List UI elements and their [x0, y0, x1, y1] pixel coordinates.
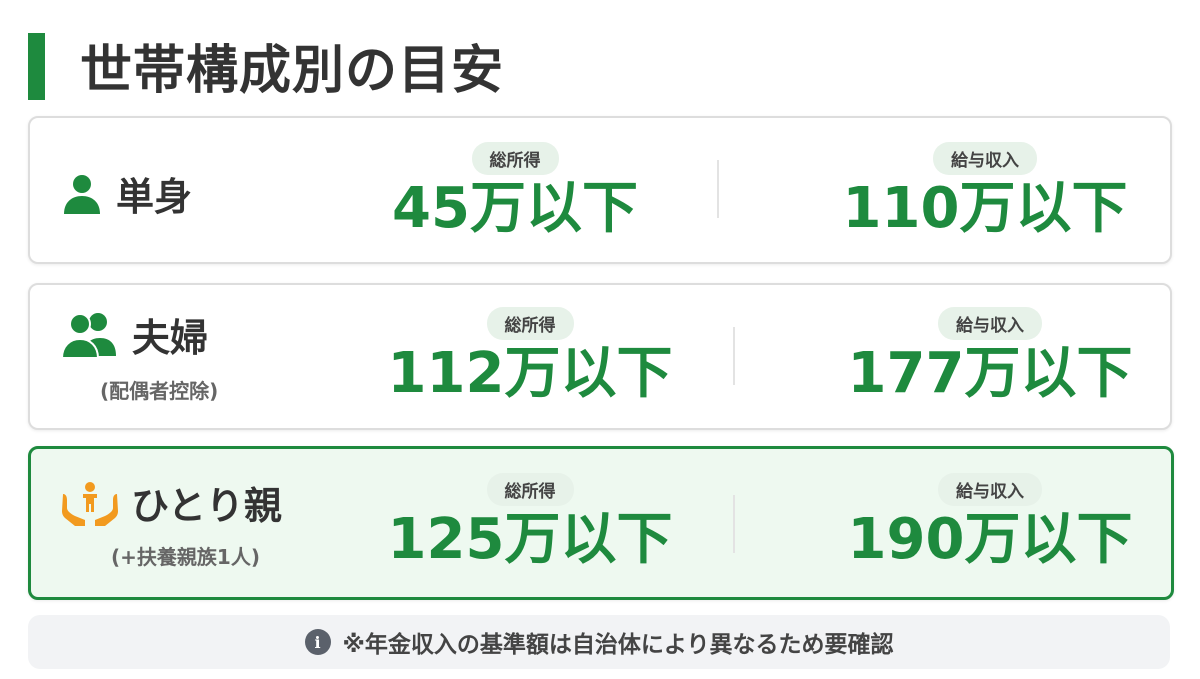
page-title: 世帯構成別の目安	[80, 41, 505, 101]
card-name: ひとり親	[131, 484, 282, 528]
note-text: ※年金収入の基準額は自治体により異なるため要確認	[342, 632, 894, 658]
salary-label: 給与収入	[933, 142, 1037, 175]
note-box: i ※年金収入の基準額は自治体により異なるため要確認	[28, 615, 1170, 669]
income-value: 112万以下	[387, 341, 673, 406]
salary-value: 110万以下	[842, 176, 1128, 241]
card-single: 単身 総所得 45万以下 給与収入 110万以下	[28, 116, 1172, 264]
card-subtitle: (配偶者控除)	[100, 379, 219, 403]
salary-value: 190万以下	[847, 507, 1133, 572]
card-couple: 夫婦 (配偶者控除) 総所得 112万以下 給与収入 177万以下	[28, 283, 1172, 430]
divider	[733, 495, 735, 553]
hands-child-icon	[62, 481, 118, 526]
card-name: 夫婦	[132, 316, 209, 360]
income-label: 総所得	[486, 307, 574, 340]
salary-value: 177万以下	[847, 341, 1133, 406]
salary-label: 給与収入	[938, 473, 1042, 506]
income-label: 総所得	[471, 142, 559, 175]
divider	[733, 327, 735, 385]
card-name: 単身	[116, 175, 193, 219]
divider	[717, 160, 719, 218]
couple-icon	[60, 312, 116, 359]
info-icon: i	[304, 629, 331, 655]
income-value: 45万以下	[392, 176, 638, 241]
title-accent-bar	[28, 33, 45, 100]
card-single-parent: ひとり親 (+扶養親族1人) 総所得 125万以下 給与収入 190万以下	[28, 446, 1174, 600]
person-icon	[64, 174, 100, 214]
card-subtitle: (+扶養親族1人)	[111, 545, 260, 569]
income-value: 125万以下	[387, 507, 673, 572]
salary-label: 給与収入	[938, 307, 1042, 340]
income-label: 総所得	[486, 473, 574, 506]
